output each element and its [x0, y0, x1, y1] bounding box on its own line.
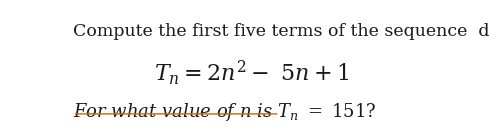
Text: $T_n = 2n^2 -\ 5n + 1$: $T_n = 2n^2 -\ 5n + 1$ [153, 58, 349, 87]
Text: Compute the first five terms of the sequence  define by the formula: Compute the first five terms of the sequ… [73, 23, 490, 40]
Text: $\mathit{For\ what\ value\ of\ n\ is\ T_n\ =\ 151?}$: $\mathit{For\ what\ value\ of\ n\ is\ T_… [73, 101, 376, 123]
